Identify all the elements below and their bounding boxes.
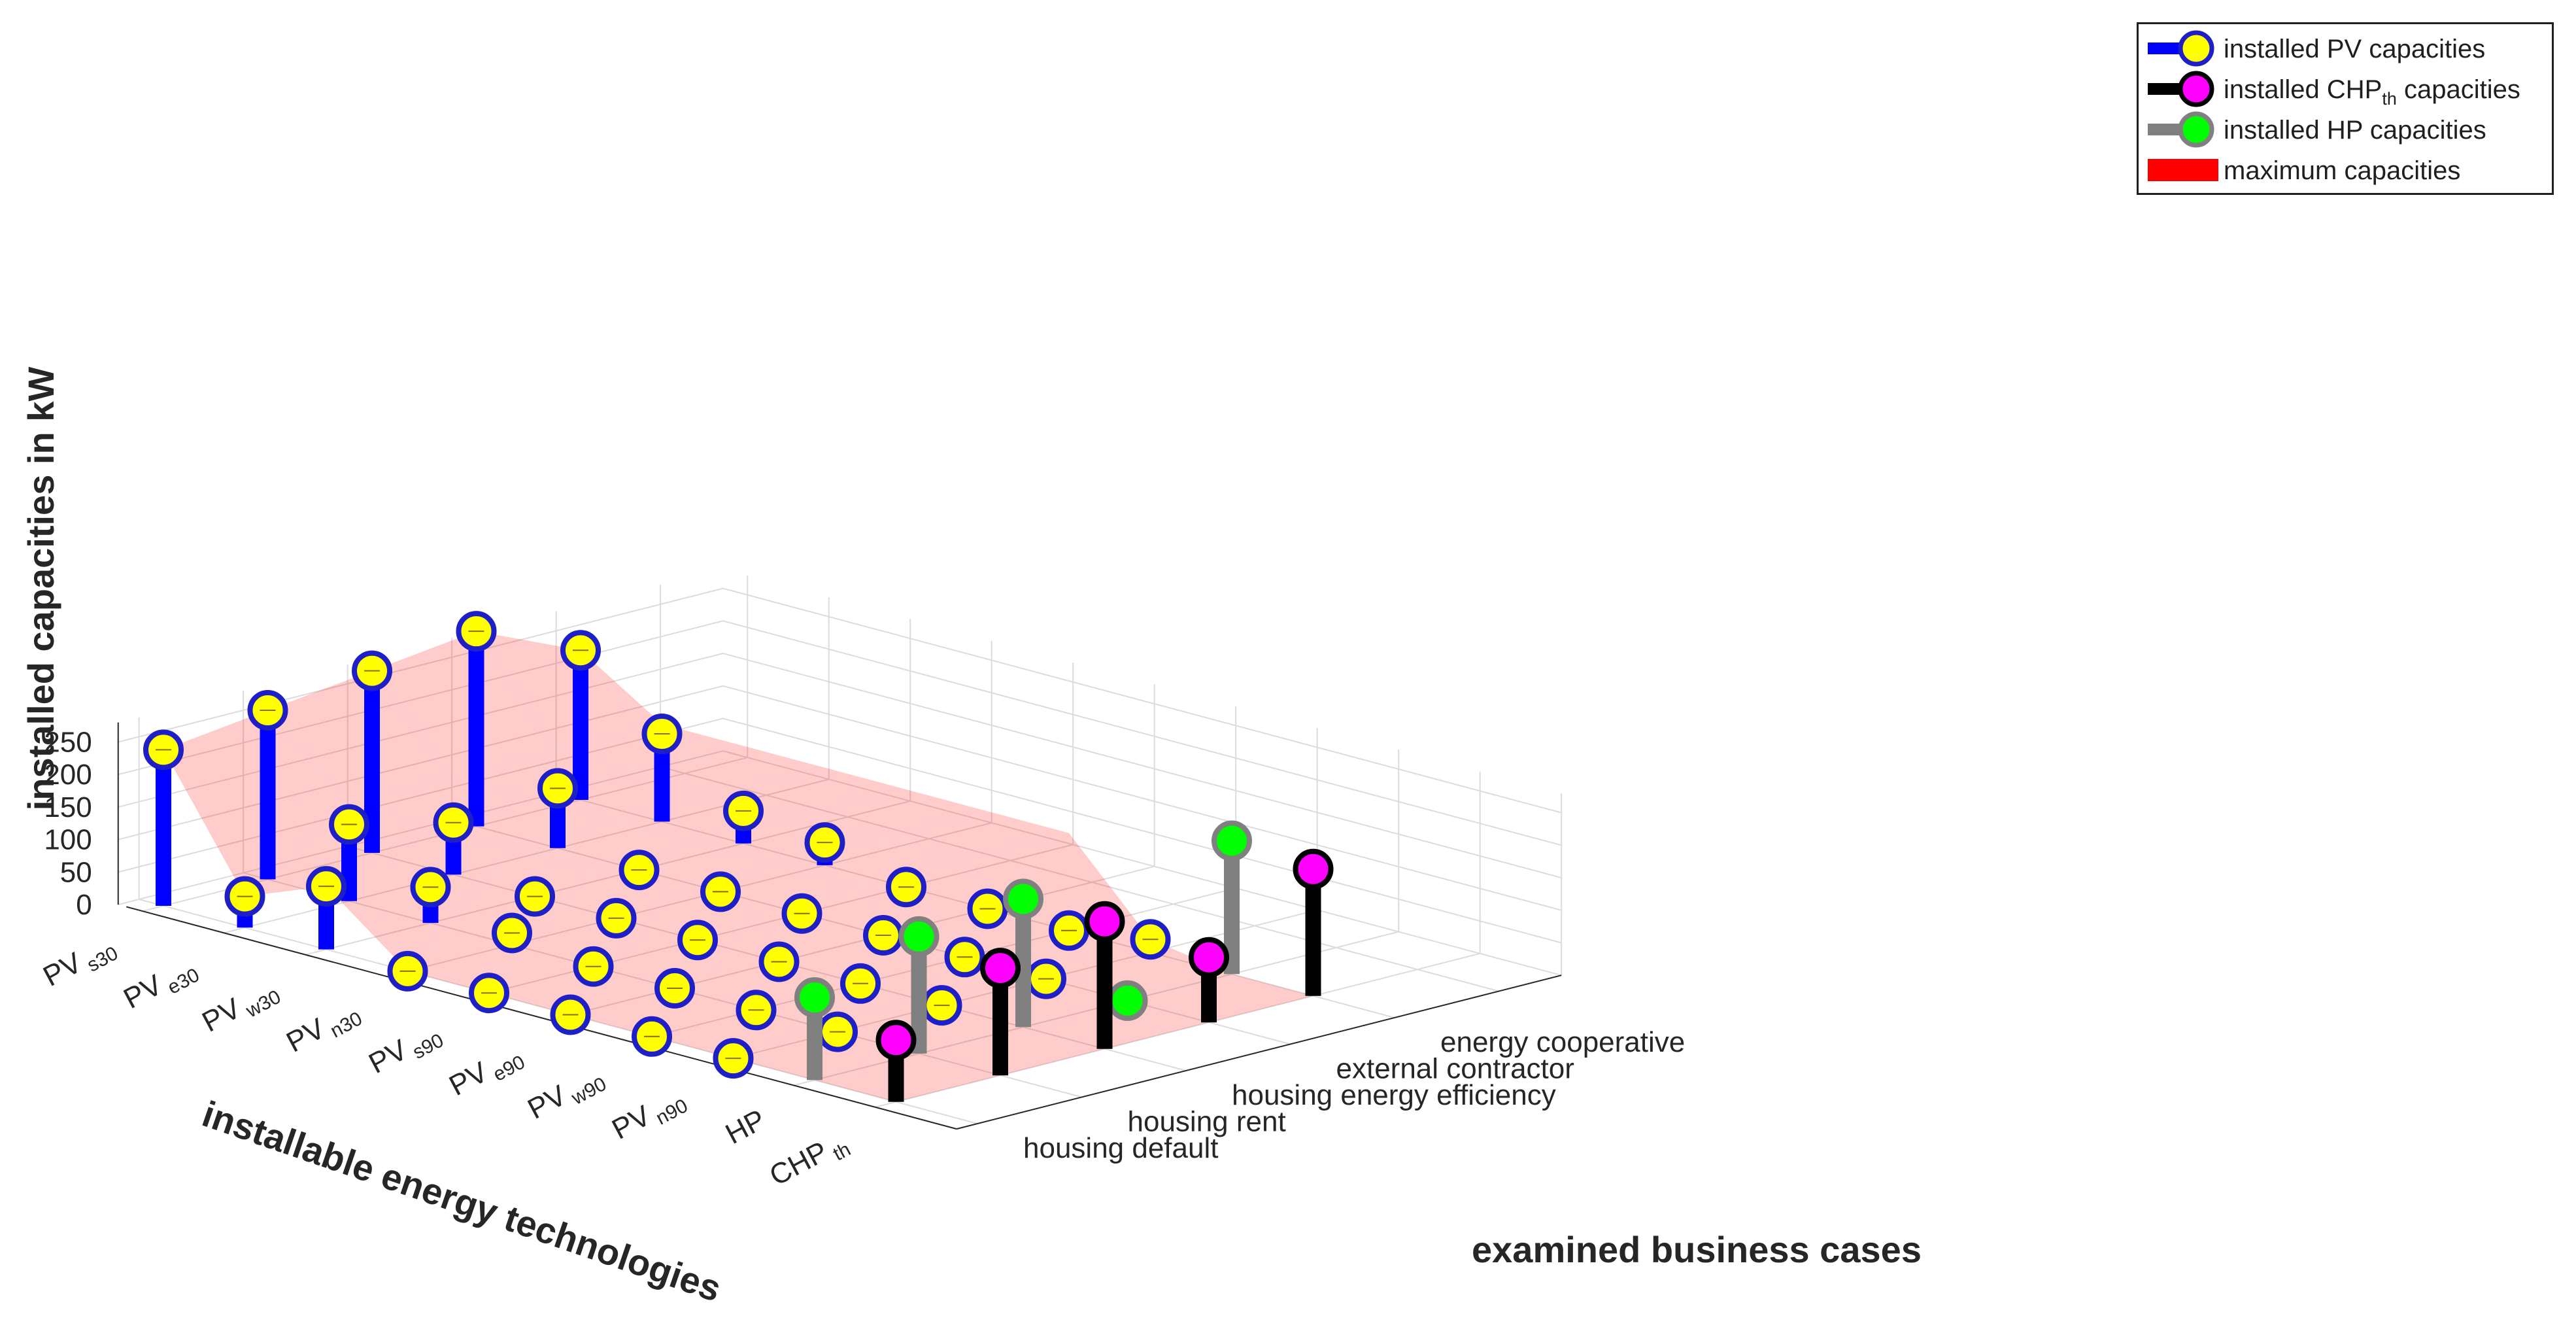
legend-item-chp: installed CHPth capacities	[2139, 69, 2552, 111]
legend-pv-swatch	[2148, 30, 2214, 67]
max-surface-patch	[802, 789, 988, 838]
marker-chp	[1084, 901, 1125, 942]
max-surface-patch	[512, 820, 698, 869]
marker-hp	[1003, 878, 1043, 920]
legend-max-label: maximum capacities	[2224, 156, 2461, 185]
legend-chp-base: installed CHP	[2224, 75, 2382, 104]
marker-hp	[1212, 820, 1252, 861]
floor-line-tech	[630, 888, 1236, 1043]
max-surface-patch	[779, 837, 965, 886]
grid-line-z	[118, 587, 1562, 814]
legend-pv-label: installed PV capacities	[2224, 35, 2486, 63]
z-tick-label: 150	[44, 791, 92, 823]
marker-chp	[1189, 937, 1229, 978]
legend-chp-suffix: capacities	[2396, 75, 2520, 104]
legend: installed PV capacities installed CHPth …	[2137, 22, 2554, 195]
tech-tick-label: CHPth	[764, 1125, 854, 1196]
grid-line-z	[118, 685, 1562, 911]
z-tick-label: 250	[44, 727, 92, 759]
grid-line-z	[118, 653, 1562, 879]
legend-item-hp: installed HP capacities	[2139, 109, 2552, 151]
marker-chp	[1293, 848, 1334, 889]
max-surface-patch	[476, 631, 662, 751]
marker-hp	[1107, 980, 1148, 1021]
tech-tick-label: PVe90	[444, 1038, 528, 1106]
marker-hp	[794, 977, 835, 1018]
tech-tick-label: PVn90	[607, 1082, 691, 1150]
max-surface-patch	[372, 631, 558, 778]
legend-hp-label: installed HP capacities	[2224, 116, 2486, 145]
marker-chp	[980, 948, 1021, 989]
max-surface-patch	[1046, 939, 1232, 1001]
legend-chp-label: installed CHPth capacities	[2224, 75, 2520, 109]
z-tick-label: 0	[76, 889, 92, 921]
case-tick-label: housing energy efficiency	[1232, 1079, 1556, 1111]
marker-hp	[898, 916, 940, 957]
grid-line-z	[118, 717, 1562, 944]
legend-item-pv: installed PV capacities	[2139, 28, 2552, 70]
stem-series	[143, 611, 1334, 1102]
max-surface-patch	[430, 799, 617, 848]
case-tick-label: housing default	[1023, 1132, 1218, 1164]
max-surface-patch	[163, 710, 349, 897]
max-surface-patch	[815, 1053, 1000, 1102]
grid-line-z	[118, 620, 1562, 846]
floor-line-tech	[386, 822, 992, 977]
max-surface-patch	[349, 777, 535, 825]
legend-chp-sub: th	[2382, 89, 2397, 109]
tech-axis-line	[126, 906, 957, 1130]
max-surface-patch	[1127, 974, 1313, 1023]
grid-line-z	[118, 750, 1562, 976]
case-tick-label: housing rent	[1128, 1106, 1286, 1138]
max-surface-patch	[733, 1018, 919, 1080]
floor-line-case	[660, 766, 1499, 992]
z-tick-label: 100	[44, 824, 92, 856]
max-surface-patch	[639, 746, 825, 795]
tech-tick-label: PVn30	[281, 995, 365, 1063]
case-tick-label: energy cooperative	[1440, 1026, 1685, 1058]
floor-line-tech	[467, 844, 1074, 999]
max-surface-patch	[720, 767, 906, 816]
legend-item-max: maximum capacities	[2139, 150, 2552, 192]
floor-line-tech	[305, 800, 911, 956]
floor-line-tech	[549, 865, 1155, 1021]
case-tick-label: external contractor	[1336, 1053, 1574, 1085]
tech-tick-label: PVe30	[118, 951, 203, 1019]
legend-hp-swatch	[2148, 111, 2214, 148]
z-axis-label: installed capacities in kW	[20, 367, 61, 811]
marker-chp	[875, 1020, 917, 1061]
tech-tick-label: PVs90	[364, 1016, 447, 1084]
max-surface-patch	[267, 670, 454, 804]
case-axis-line	[956, 975, 1562, 1130]
tech-tick-label: PVs30	[38, 929, 122, 997]
max-surface-patch	[883, 811, 1069, 860]
tech-tick-label: PVw30	[197, 973, 284, 1043]
z-tick-label: 200	[44, 759, 92, 791]
max-surface-patch	[919, 1027, 1105, 1076]
x-axis-label: examined business cases	[1472, 1229, 1922, 1270]
z-tick-label: 50	[60, 856, 92, 888]
max-surface-patch	[1023, 1000, 1209, 1049]
tech-tick-label: HP	[720, 1103, 771, 1150]
tech-tick-label: PVw90	[522, 1060, 610, 1130]
floor-line-tech	[875, 952, 1480, 1108]
max-surface-patch	[652, 912, 838, 1059]
max-surface-patch	[535, 772, 720, 821]
legend-chp-swatch	[2148, 71, 2214, 107]
legend-max-swatch	[2148, 159, 2218, 181]
max-surface-patch	[245, 803, 431, 897]
